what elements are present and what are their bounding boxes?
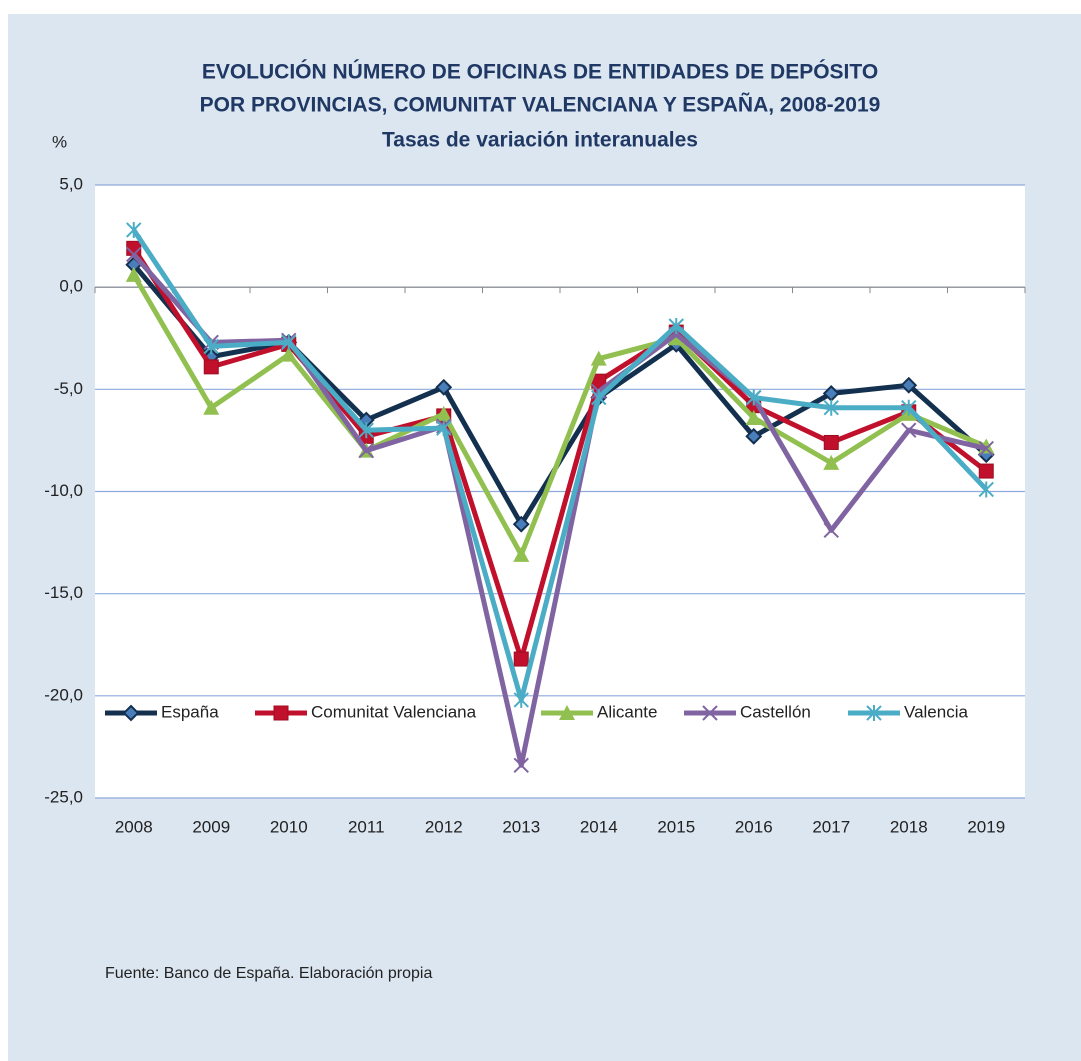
line: [131, 246, 988, 662]
line: [131, 273, 988, 558]
marker: [901, 422, 917, 438]
marker: [978, 440, 994, 457]
marker: [203, 338, 219, 355]
marker: [435, 378, 453, 396]
x-tick-label: 2017: [812, 817, 850, 836]
x-tick-label: 2015: [657, 817, 695, 836]
y-tick-label: -10,0: [44, 481, 83, 500]
chart-title: EVOLUCIÓN NÚMERO DE OFICINAS DE ENTIDADE…: [202, 60, 878, 84]
marker: [513, 651, 529, 667]
marker: [823, 399, 839, 416]
x-tick-label: 2016: [735, 817, 773, 836]
marker: [559, 705, 575, 720]
marker: [668, 317, 684, 334]
marker: [280, 346, 297, 362]
y-tick-label: 5,0: [59, 174, 83, 193]
marker: [203, 399, 220, 415]
legend-label: Valencia: [904, 702, 968, 721]
x-tick-label: 2014: [580, 817, 618, 836]
marker: [901, 399, 917, 416]
marker: [358, 442, 374, 459]
marker: [702, 705, 718, 721]
marker: [590, 350, 607, 366]
series: [126, 240, 994, 667]
marker: [513, 546, 530, 562]
marker: [125, 266, 142, 282]
x-tick-label: 2011: [348, 817, 385, 836]
marker: [745, 409, 762, 425]
y-axis-label: %: [52, 132, 67, 151]
marker: [823, 434, 839, 450]
marker: [823, 454, 840, 470]
marker: [866, 705, 882, 721]
x-tick-label: 2013: [502, 817, 540, 836]
marker: [746, 389, 762, 406]
legend-label: Castellón: [740, 702, 811, 721]
y-tick-label: -15,0: [44, 583, 83, 602]
x-tick-label: 2009: [192, 817, 230, 836]
marker: [126, 221, 142, 238]
y-tick-label: -5,0: [54, 379, 83, 398]
marker: [591, 389, 607, 406]
y-tick-label: 0,0: [59, 277, 83, 296]
legend-label: España: [161, 702, 219, 721]
marker: [900, 376, 918, 394]
legend-label: Comunitat Valenciana: [311, 702, 477, 721]
marker: [823, 522, 839, 539]
x-tick-label: 2010: [270, 817, 308, 836]
chart-title: POR PROVINCIAS, COMUNITAT VALENCIANA Y E…: [200, 94, 881, 117]
line: [131, 228, 989, 703]
marker: [512, 515, 530, 533]
chart-subtitle: Tasas de variación interanuales: [382, 129, 698, 152]
series: [126, 221, 994, 708]
source-note: Fuente: Banco de España. Elaboración pro…: [105, 965, 432, 982]
x-tick-label: 2019: [967, 817, 1005, 836]
marker: [203, 359, 219, 375]
x-tick-label: 2018: [890, 817, 928, 836]
marker: [668, 330, 685, 346]
marker: [978, 481, 994, 498]
marker: [513, 757, 529, 774]
marker: [436, 420, 452, 437]
marker: [122, 704, 140, 722]
marker: [978, 463, 994, 479]
y-tick-label: -20,0: [44, 685, 83, 704]
marker: [513, 691, 529, 708]
y-tick-label: -25,0: [44, 787, 83, 806]
marker: [281, 334, 297, 351]
marker: [435, 405, 452, 421]
marker: [358, 422, 374, 439]
marker: [273, 705, 289, 721]
marker: [745, 427, 763, 445]
legend-label: Alicante: [597, 702, 657, 721]
x-tick-label: 2008: [115, 817, 153, 836]
marker: [126, 246, 142, 263]
x-tick-label: 2012: [425, 817, 463, 836]
